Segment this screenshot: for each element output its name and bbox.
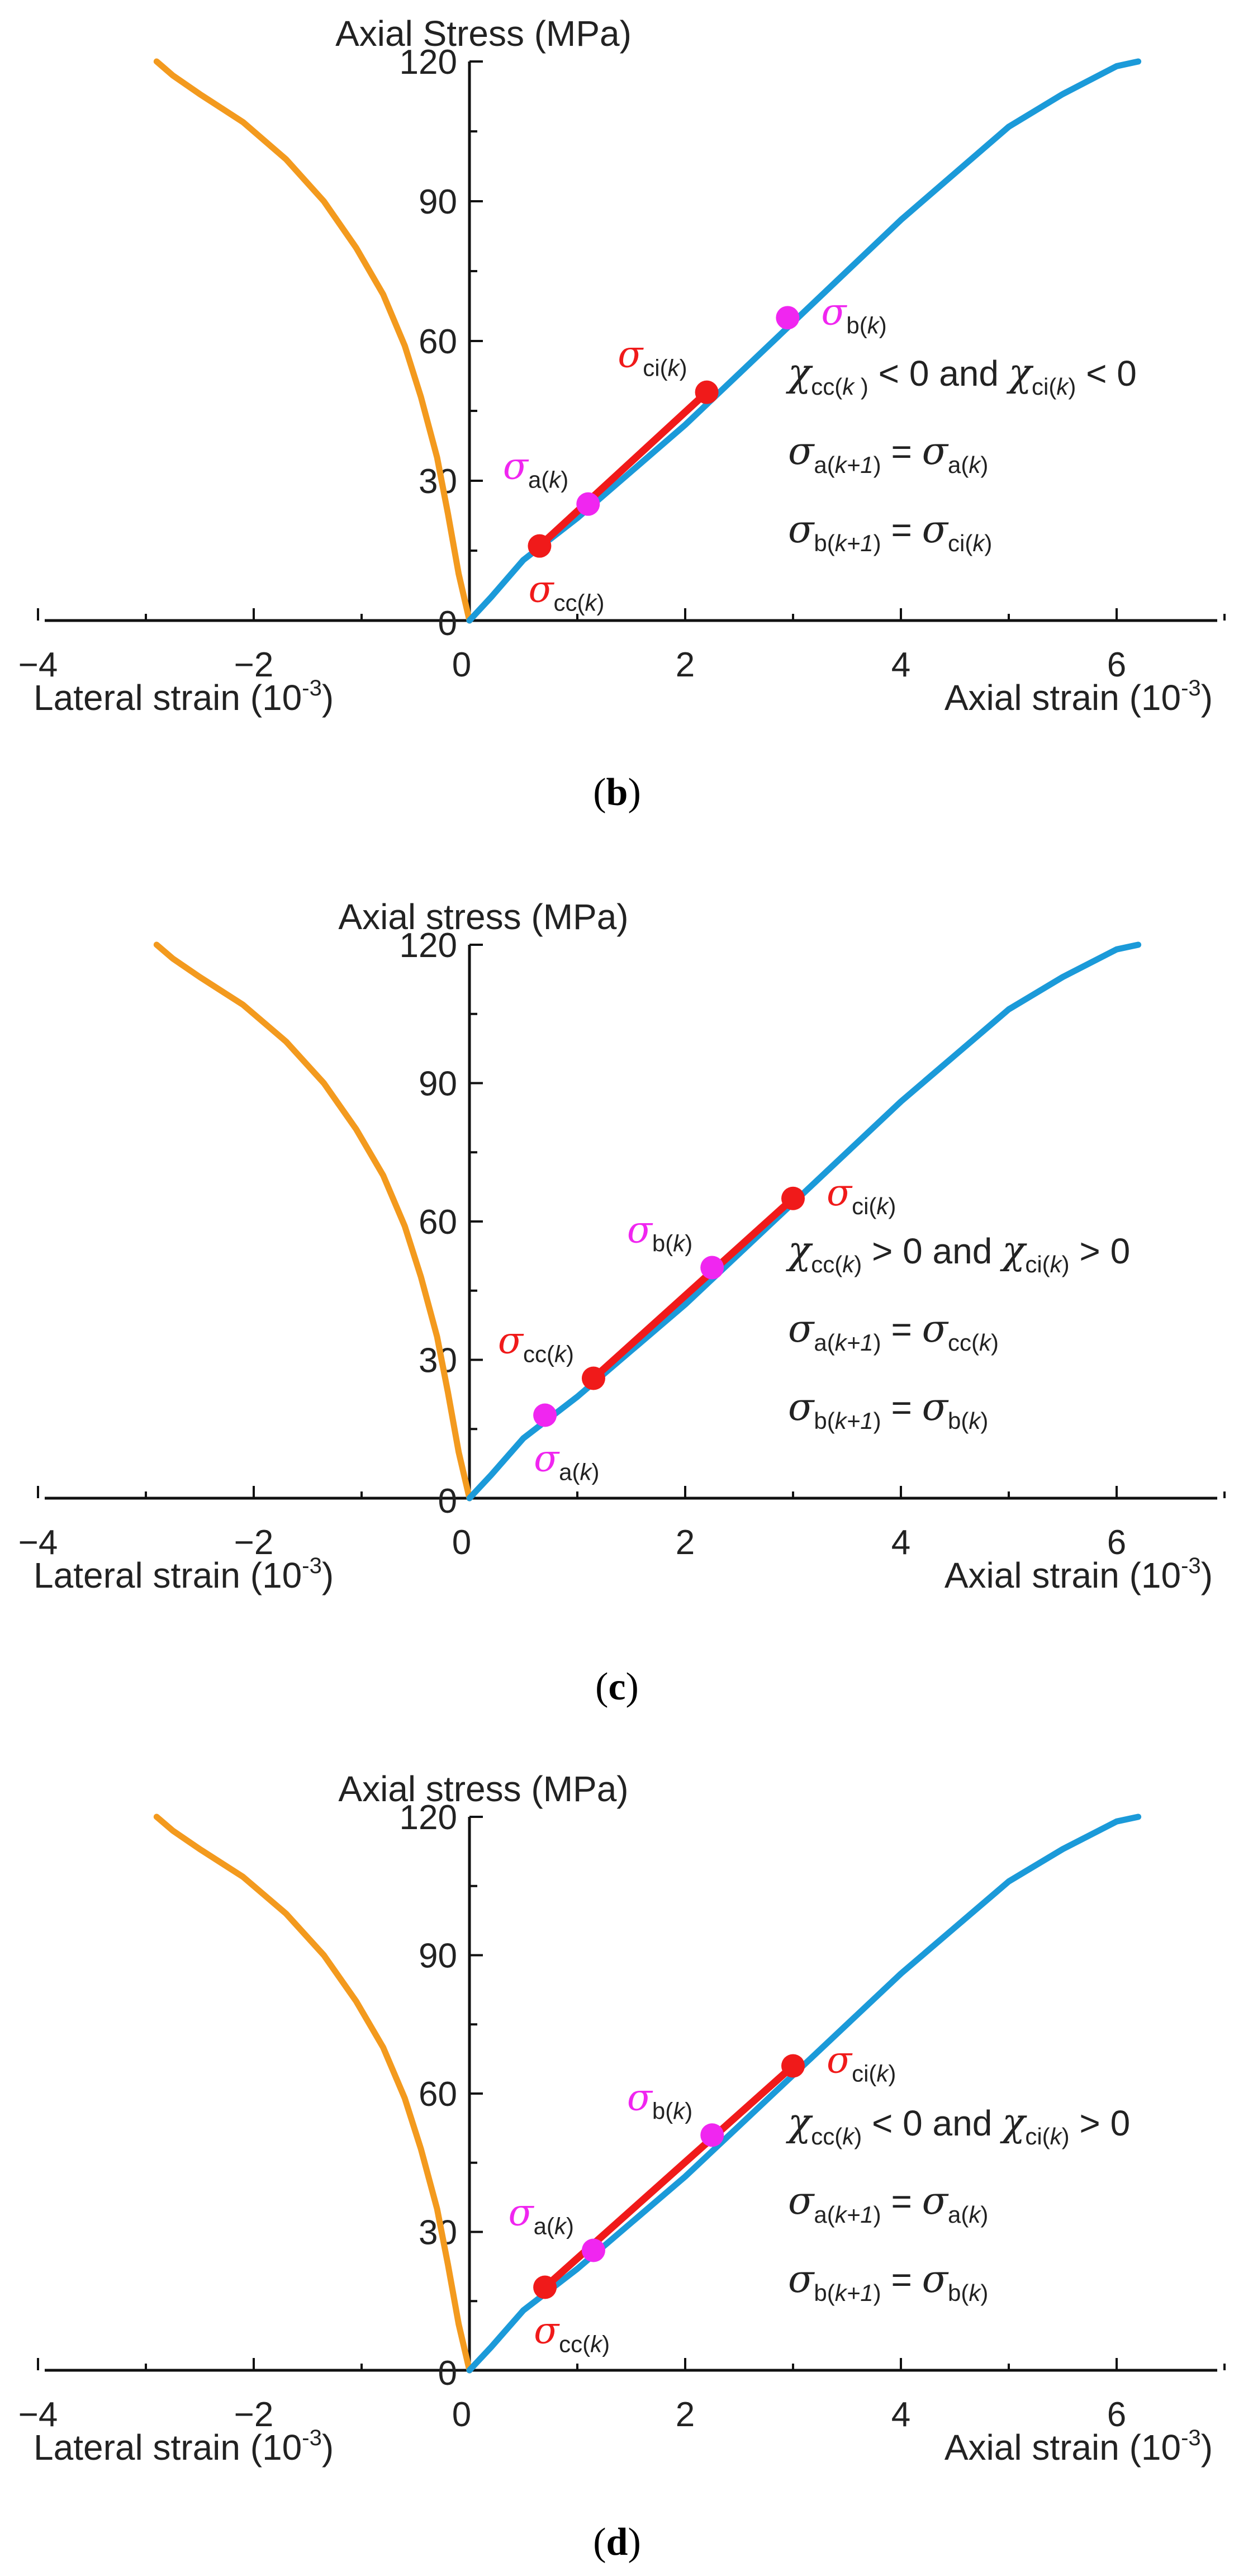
x-tick-label: 6 — [1107, 2395, 1126, 2434]
panel-caption: (b) — [593, 771, 641, 814]
y-tick-label: 0 — [438, 604, 457, 643]
point-sigma-b — [700, 2123, 724, 2147]
point-label-sigma-b: σb(k) — [627, 1209, 692, 1257]
point-sigma-cc — [581, 1366, 605, 1390]
y-tick-label: 0 — [438, 1482, 457, 1521]
panel-caption: (d) — [593, 2521, 641, 2564]
x-axis-label-right: Axial strain (10-3) — [945, 676, 1213, 718]
point-label-sigma-b: σb(k) — [627, 2076, 692, 2124]
chart-title: Axial stress (MPa) — [338, 1769, 628, 1809]
lateral-strain-curve — [153, 58, 473, 624]
x-tick-label: 0 — [452, 646, 471, 684]
point-label-sigma-a: σa(k) — [534, 1437, 599, 1485]
interval-segment — [535, 389, 711, 550]
point-label-sigma-cc: σcc(k) — [528, 568, 604, 616]
y-tick-label: 120 — [400, 1798, 457, 1837]
x-tick-label: −2 — [234, 1523, 274, 1562]
point-label-sigma-a: σa(k) — [509, 2191, 574, 2239]
annotation-line-1: χcc(k ) < 0 and χci(k) < 0 — [786, 351, 1137, 400]
y-tick-label: 120 — [400, 43, 457, 82]
annotation-line-2: σa(k+1) = σcc(k) — [788, 1307, 999, 1356]
y-tick-label: 60 — [419, 323, 457, 361]
point-sigma-ci — [781, 1186, 805, 1210]
y-tick-label: 90 — [419, 1937, 457, 1976]
x-tick-label: 2 — [676, 2395, 695, 2434]
x-tick-label: 4 — [891, 1523, 910, 1562]
annotation-line-3: σb(k+1) = σb(k) — [788, 2257, 988, 2306]
y-tick-label: 90 — [419, 183, 457, 221]
annotation-line-2: σa(k+1) = σa(k) — [788, 2179, 988, 2228]
x-tick-label: −4 — [18, 646, 58, 684]
x-tick-label: 4 — [891, 646, 910, 684]
lateral-strain-curve — [153, 1813, 473, 2374]
x-axis-label-left: Lateral strain (10-3) — [34, 1554, 334, 1595]
point-label-sigma-ci: σci(k) — [827, 1171, 896, 1219]
chart-title: Axial stress (MPa) — [338, 897, 628, 937]
y-tick-label: 0 — [438, 2354, 457, 2393]
x-tick-label: 2 — [676, 646, 695, 684]
x-tick-label: −4 — [18, 2395, 58, 2434]
point-sigma-ci — [781, 2054, 805, 2078]
annotation-line-3: σb(k+1) = σci(k) — [788, 508, 992, 556]
point-sigma-cc — [533, 2275, 557, 2299]
point-sigma-a — [533, 1403, 557, 1427]
x-tick-label: 2 — [676, 1523, 695, 1562]
x-tick-label: 0 — [452, 1523, 471, 1562]
point-sigma-cc — [528, 534, 552, 558]
point-label-sigma-cc: σcc(k) — [498, 1319, 574, 1367]
lateral-strain-curve — [153, 941, 473, 1502]
point-sigma-ci — [695, 380, 719, 404]
x-axis-label-right: Axial strain (10-3) — [945, 1554, 1213, 1595]
x-tick-label: 0 — [452, 2395, 471, 2434]
y-tick-label: 60 — [419, 2075, 457, 2114]
panel-caption: (c) — [595, 1665, 639, 1708]
interval-segment — [590, 1195, 797, 1382]
annotation-line-1: χcc(k) > 0 and χci(k) > 0 — [786, 1229, 1130, 1277]
x-tick-label: −4 — [18, 1523, 58, 1562]
x-tick-label: 6 — [1107, 1523, 1126, 1562]
x-tick-label: 6 — [1107, 646, 1126, 684]
x-axis-label-left: Lateral strain (10-3) — [34, 676, 334, 718]
point-sigma-b — [700, 1256, 724, 1280]
y-tick-label: 90 — [419, 1065, 457, 1104]
point-label-sigma-b: σb(k) — [821, 290, 886, 338]
point-label-sigma-a: σa(k) — [503, 445, 568, 493]
x-tick-label: 4 — [891, 2395, 910, 2434]
annotation-line-1: χcc(k) < 0 and χci(k) > 0 — [786, 2101, 1130, 2149]
point-sigma-b — [776, 306, 800, 330]
x-tick-label: −2 — [234, 2395, 274, 2434]
annotation-line-2: σa(k+1) = σa(k) — [788, 429, 988, 478]
x-axis-label-left: Lateral strain (10-3) — [34, 2426, 334, 2468]
point-label-sigma-ci: σci(k) — [827, 2039, 896, 2087]
x-axis-label-right: Axial strain (10-3) — [945, 2426, 1213, 2468]
annotation-line-3: σb(k+1) = σb(k) — [788, 1385, 988, 1434]
chart-title: Axial Stress (MPa) — [335, 13, 632, 54]
point-sigma-a — [576, 492, 600, 516]
x-tick-label: −2 — [234, 646, 274, 684]
point-label-sigma-cc: σcc(k) — [534, 2309, 610, 2357]
point-label-sigma-ci: σci(k) — [618, 333, 687, 381]
point-sigma-a — [581, 2238, 605, 2262]
y-tick-label: 120 — [400, 926, 457, 965]
y-tick-label: 60 — [419, 1203, 457, 1242]
